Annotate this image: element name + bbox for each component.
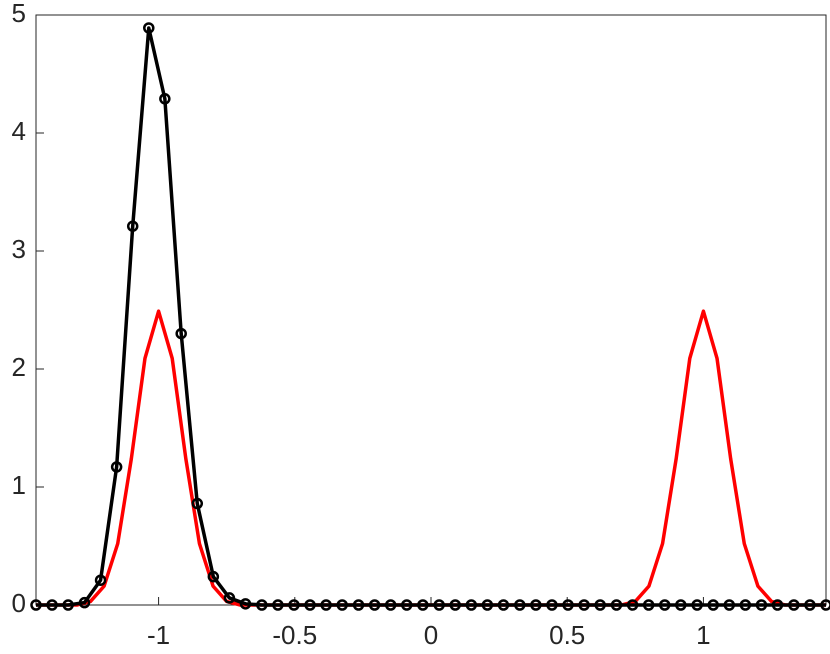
data-marker bbox=[401, 599, 413, 611]
data-marker bbox=[820, 599, 830, 611]
data-marker bbox=[94, 574, 107, 586]
data-marker bbox=[626, 599, 639, 611]
data-marker bbox=[771, 599, 784, 611]
data-marker bbox=[642, 599, 655, 611]
data-marker bbox=[223, 592, 236, 604]
data-marker bbox=[175, 327, 187, 340]
data-marker bbox=[514, 599, 526, 611]
data-marker bbox=[30, 599, 42, 611]
y-tick-label: 2 bbox=[12, 352, 26, 382]
data-marker bbox=[159, 93, 171, 105]
data-marker bbox=[788, 599, 800, 611]
data-marker bbox=[110, 461, 123, 473]
y-tick-label: 1 bbox=[12, 470, 26, 500]
data-marker bbox=[562, 599, 574, 611]
y-tick-label: 3 bbox=[12, 234, 26, 264]
data-marker bbox=[433, 599, 445, 611]
data-marker bbox=[546, 599, 558, 611]
data-marker bbox=[288, 599, 300, 611]
data-marker bbox=[707, 599, 719, 611]
y-tick-label: 0 bbox=[12, 588, 26, 618]
data-marker bbox=[352, 599, 365, 611]
data-marker bbox=[336, 599, 348, 611]
data-marker bbox=[320, 599, 332, 611]
data-marker bbox=[658, 599, 671, 611]
data-marker bbox=[497, 599, 510, 611]
x-tick-label: -1 bbox=[147, 620, 170, 650]
data-marker bbox=[143, 22, 155, 34]
data-marker bbox=[256, 599, 268, 611]
data-marker bbox=[691, 599, 703, 611]
y-tick-label: 4 bbox=[12, 116, 26, 146]
data-marker bbox=[755, 599, 768, 611]
data-marker bbox=[675, 599, 687, 611]
data-marker bbox=[207, 570, 220, 583]
y-tick-label: 5 bbox=[12, 0, 26, 28]
data-marker bbox=[610, 599, 623, 611]
plot-frame bbox=[35, 14, 827, 606]
data-marker bbox=[449, 599, 461, 611]
data-marker bbox=[481, 599, 494, 611]
data-marker bbox=[530, 599, 542, 611]
data-marker bbox=[78, 596, 91, 609]
data-marker bbox=[723, 599, 736, 611]
data-marker bbox=[417, 599, 429, 611]
data-marker bbox=[739, 599, 752, 611]
data-marker bbox=[239, 598, 252, 610]
data-marker bbox=[62, 599, 74, 611]
data-marker bbox=[126, 220, 139, 232]
x-tick-label: 1 bbox=[696, 620, 710, 650]
x-tick-label: 0.5 bbox=[549, 620, 585, 650]
data-marker bbox=[594, 599, 606, 611]
data-marker bbox=[368, 599, 381, 611]
data-marker bbox=[465, 599, 478, 611]
data-marker bbox=[578, 599, 590, 611]
data-line bbox=[36, 26, 826, 607]
x-tick-label: 0 bbox=[424, 620, 438, 650]
data-marker bbox=[384, 599, 397, 611]
x-tick-label: -0.5 bbox=[272, 620, 317, 650]
data-marker bbox=[191, 497, 204, 510]
data-marker bbox=[804, 599, 816, 611]
data-marker bbox=[46, 599, 58, 611]
data-marker bbox=[272, 599, 284, 611]
data-marker bbox=[304, 599, 316, 611]
